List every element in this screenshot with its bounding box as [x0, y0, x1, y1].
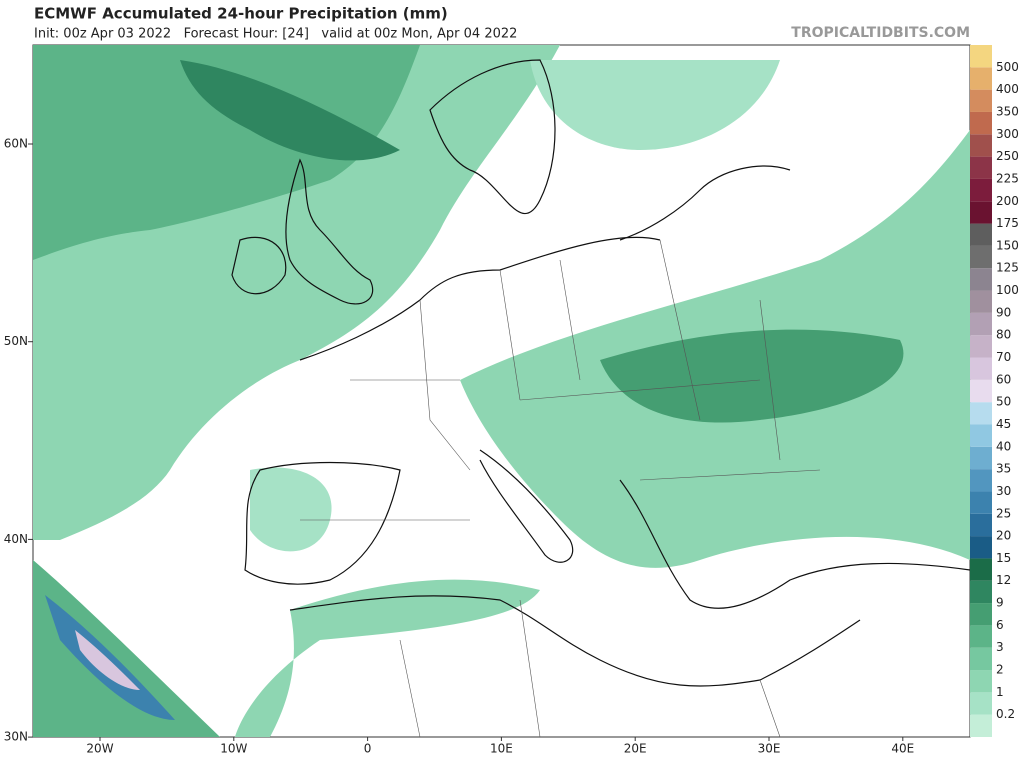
- map: [32, 44, 971, 738]
- colorbar-label: 200: [996, 194, 1019, 208]
- colorbar-box: [970, 201, 992, 224]
- colorbar-box: [970, 111, 992, 135]
- colorbar-label: 3: [996, 640, 1004, 654]
- colorbar-label: 50: [996, 395, 1011, 409]
- site-name: TROPICALTIDBITS.COM: [791, 25, 970, 41]
- colorbar-label: 250: [996, 149, 1019, 163]
- colorbar-box: [970, 89, 992, 112]
- colorbar-label: 2: [996, 663, 1004, 677]
- colorbar-label: 9: [996, 596, 1004, 610]
- colorbar-label: 350: [996, 104, 1019, 118]
- colorbar-box: [970, 45, 992, 68]
- colorbar-label: 0.2: [996, 707, 1015, 721]
- colorbar-label: 12: [996, 573, 1011, 587]
- colorbar-box: [970, 245, 992, 269]
- colorbar-box: [970, 580, 992, 604]
- latitude-labels: 60N 50N 40N 30N: [4, 137, 33, 744]
- colorbar-label: 1: [996, 685, 1004, 699]
- colorbar-label: 25: [996, 506, 1011, 520]
- colorbar-box: [970, 402, 992, 425]
- lat-label: 60N: [4, 137, 28, 151]
- colorbar-label: 400: [996, 82, 1019, 96]
- colorbar-label: 40: [996, 439, 1011, 453]
- colorbar-label: 45: [996, 417, 1011, 431]
- colorbar-box: [970, 335, 992, 358]
- colorbar-box: [970, 268, 992, 291]
- colorbar-box: [970, 536, 992, 559]
- colorbar-box: [970, 312, 992, 336]
- colorbar-box: [970, 558, 992, 581]
- title: ECMWF Accumulated 24-hour Precipitation …: [34, 5, 448, 23]
- colorbar-label: 150: [996, 238, 1019, 252]
- colorbar-box: [970, 134, 992, 157]
- colorbar-box: [970, 223, 992, 246]
- longitude-labels: 20W 10W 0 10E 20E 30E 40E: [86, 737, 914, 756]
- borders: [300, 239, 821, 738]
- colorbar-label: 500: [996, 60, 1019, 74]
- colorbar-box: [970, 692, 992, 715]
- colorbar-label: 6: [996, 618, 1004, 632]
- colorbar-label: 90: [996, 305, 1011, 319]
- colorbar-label: 80: [996, 328, 1011, 342]
- lon-label: 10E: [490, 742, 513, 756]
- lat-label: 30N: [4, 730, 28, 744]
- coastlines: [231, 59, 971, 687]
- lon-label: 10W: [220, 742, 247, 756]
- colorbar-box: [970, 178, 992, 202]
- colorbar-label: 300: [996, 127, 1019, 141]
- colorbar-box: [970, 446, 992, 470]
- colorbar-box: [970, 357, 992, 380]
- colorbar-label: 20: [996, 529, 1011, 543]
- lon-label: 0: [364, 742, 372, 756]
- colorbar-label: 125: [996, 261, 1019, 275]
- colorbar-box: [970, 625, 992, 648]
- colorbar-label: 100: [996, 283, 1019, 297]
- subtitle: Init: 00z Apr 03 2022 Forecast Hour: [24…: [34, 27, 517, 42]
- colorbar-box: [970, 290, 992, 313]
- colorbar-box: [970, 647, 992, 671]
- colorbar-box: [970, 424, 992, 447]
- lon-label: 20W: [86, 742, 113, 756]
- colorbar-label: 35: [996, 462, 1011, 476]
- colorbar-label: 225: [996, 171, 1019, 185]
- colorbar-label: 70: [996, 350, 1011, 364]
- colorbar-box: [970, 513, 992, 537]
- colorbar-box: [970, 469, 992, 492]
- lat-label: 50N: [4, 334, 28, 348]
- lon-label: 30E: [758, 742, 781, 756]
- colorbar-box: [970, 670, 992, 693]
- colorbar-box: [970, 603, 992, 626]
- colorbar-label: 15: [996, 551, 1011, 565]
- colorbar-label: 30: [996, 484, 1011, 498]
- colorbar-box: [970, 379, 992, 403]
- lon-label: 20E: [624, 742, 647, 756]
- colorbar-box: [970, 491, 992, 514]
- colorbar-box: [970, 156, 992, 179]
- precip-shading: [33, 45, 970, 737]
- colorbar-box: [970, 67, 992, 90]
- lon-label: 40E: [891, 742, 914, 756]
- colorbar-box: [970, 714, 992, 737]
- colorbar-label: 60: [996, 372, 1011, 386]
- colorbar: 0.21236912152025303540455060708090100125…: [970, 45, 1019, 737]
- colorbar-label: 175: [996, 216, 1019, 230]
- lat-label: 40N: [4, 532, 28, 546]
